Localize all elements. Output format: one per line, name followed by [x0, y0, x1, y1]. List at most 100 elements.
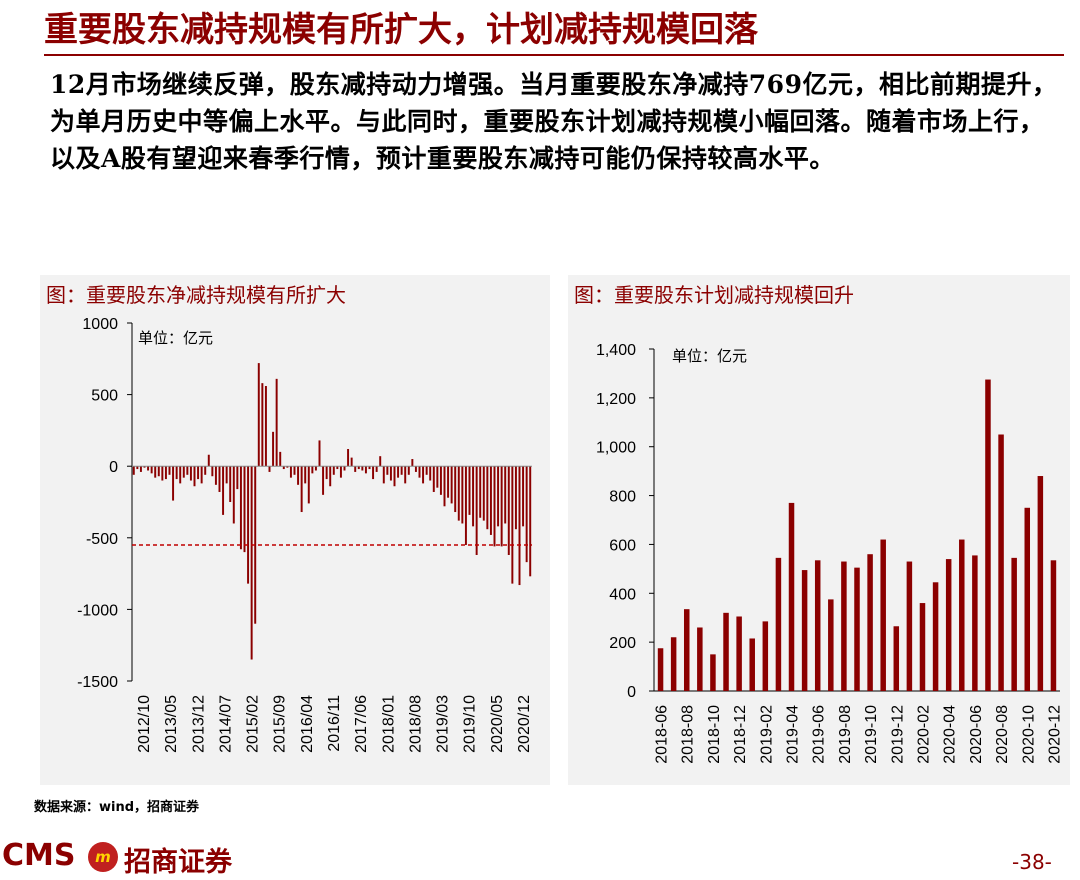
y-tick-label: 1,400 [596, 342, 636, 359]
bar [867, 554, 873, 691]
bar [272, 431, 275, 467]
x-tick-label: 2019-08 [837, 705, 854, 764]
data-source: 数据来源：wind，招商证券 [34, 800, 200, 815]
y-tick-label: 0 [627, 684, 636, 701]
bar [368, 466, 371, 470]
bar [670, 637, 677, 691]
bar [236, 466, 239, 490]
bar [828, 599, 834, 691]
bar [300, 466, 303, 513]
bar [289, 466, 292, 478]
bar [422, 466, 425, 484]
x-tick-label: 2020/05 [489, 695, 506, 753]
x-tick-label: 2020/12 [516, 695, 533, 753]
bar [972, 555, 978, 691]
x-tick-label: 2018/01 [380, 695, 397, 753]
x-tick-label: 2018-06 [654, 705, 671, 764]
bar [307, 466, 310, 504]
bar [447, 466, 450, 498]
x-tick-label: 2019-12 [889, 705, 906, 764]
logo-badge-icon: m [88, 842, 118, 872]
bar [214, 466, 217, 485]
bar [293, 466, 296, 475]
bar [788, 502, 795, 691]
unit-label: 单位：亿元 [138, 329, 213, 347]
bar [529, 466, 532, 577]
x-tick-label: 2018-12 [732, 705, 749, 764]
y-tick-label: 0 [109, 459, 118, 476]
bar [985, 379, 991, 691]
bar [450, 466, 453, 504]
bar [389, 466, 392, 481]
bar [364, 466, 367, 474]
bar [222, 466, 225, 515]
bar [193, 466, 196, 487]
bar [486, 466, 489, 530]
bar [322, 466, 325, 495]
bar [211, 466, 214, 477]
logo-latin: CMS [2, 838, 76, 873]
bar [382, 466, 385, 484]
bar [268, 466, 271, 472]
bar [522, 466, 525, 527]
x-tick-label: 2018-10 [706, 705, 723, 764]
bar [325, 466, 328, 480]
x-tick-label: 2020-04 [942, 705, 959, 764]
y-tick-label: -500 [86, 531, 118, 548]
bar [339, 466, 342, 478]
bar [254, 466, 257, 624]
bar [332, 466, 335, 475]
bar [414, 466, 417, 472]
bar [479, 466, 482, 518]
bar [204, 466, 207, 475]
bar [186, 466, 189, 475]
bar [264, 386, 267, 467]
summary-paragraph: 12月市场继续反弹，股东减持动力增强。当月重要股东净减持769亿元，相比前期提升… [50, 70, 1058, 173]
chart-panel-net-reduction: 图：重要股东净减持规模有所扩大 1000 500 0 -500 -1000 -1500 单位… [40, 275, 550, 785]
bar [197, 466, 200, 480]
bar [443, 466, 446, 507]
bar [432, 466, 435, 492]
y-tick-label: 1,000 [596, 440, 636, 457]
bar [154, 466, 157, 478]
y-tick-label: 200 [609, 635, 636, 652]
bar [710, 654, 716, 691]
x-tick-label: 2016/11 [326, 695, 343, 752]
bar [286, 466, 289, 468]
x-tick-label: 2013/12 [190, 695, 207, 753]
y-tick-label: -1500 [77, 674, 118, 691]
bar [919, 603, 926, 691]
bar [493, 466, 496, 547]
bar [439, 466, 442, 495]
bar [279, 451, 282, 467]
bar [318, 440, 321, 467]
x-tick-label: 2016/04 [299, 695, 316, 753]
x-tick-label: 2019/10 [462, 695, 479, 753]
bar [657, 648, 664, 691]
bar [329, 466, 332, 487]
chart-panel-planned-reduction: 图：重要股东计划减持规模回升 1,400 1,200 1,000 800 600 400 2… [568, 275, 1070, 785]
x-tick-label: 2012/10 [136, 695, 153, 753]
bar [697, 627, 703, 691]
bar [429, 466, 432, 481]
bar [511, 466, 514, 584]
bar [814, 560, 821, 691]
company-logo: CMS m 招商证券 [0, 838, 320, 878]
net-reduction-chart: 1000 500 0 -500 -1000 -1500 单位：亿元 2012/10 2013/0… [77, 316, 533, 753]
bar [250, 466, 253, 660]
x-tick-label: 2020-06 [968, 705, 985, 764]
y-tick-label: 1,200 [596, 391, 636, 408]
bar [482, 466, 485, 521]
x-tick-label: 2013/05 [163, 695, 180, 753]
bar [347, 449, 350, 467]
x-tick-label: 2020-10 [1020, 705, 1037, 764]
bar [400, 466, 403, 475]
bar [354, 466, 357, 472]
planned-reduction-chart: 1,400 1,200 1,000 800 600 400 200 0 单位：亿元 2018-06… [596, 342, 1063, 764]
bar [218, 466, 221, 492]
bar [132, 466, 135, 475]
bar [514, 466, 517, 530]
x-tick-label: 2019-02 [758, 705, 775, 764]
page-title: 重要股东减持规模有所扩大，计划减持规模回落 [44, 10, 758, 50]
bar [436, 466, 439, 488]
